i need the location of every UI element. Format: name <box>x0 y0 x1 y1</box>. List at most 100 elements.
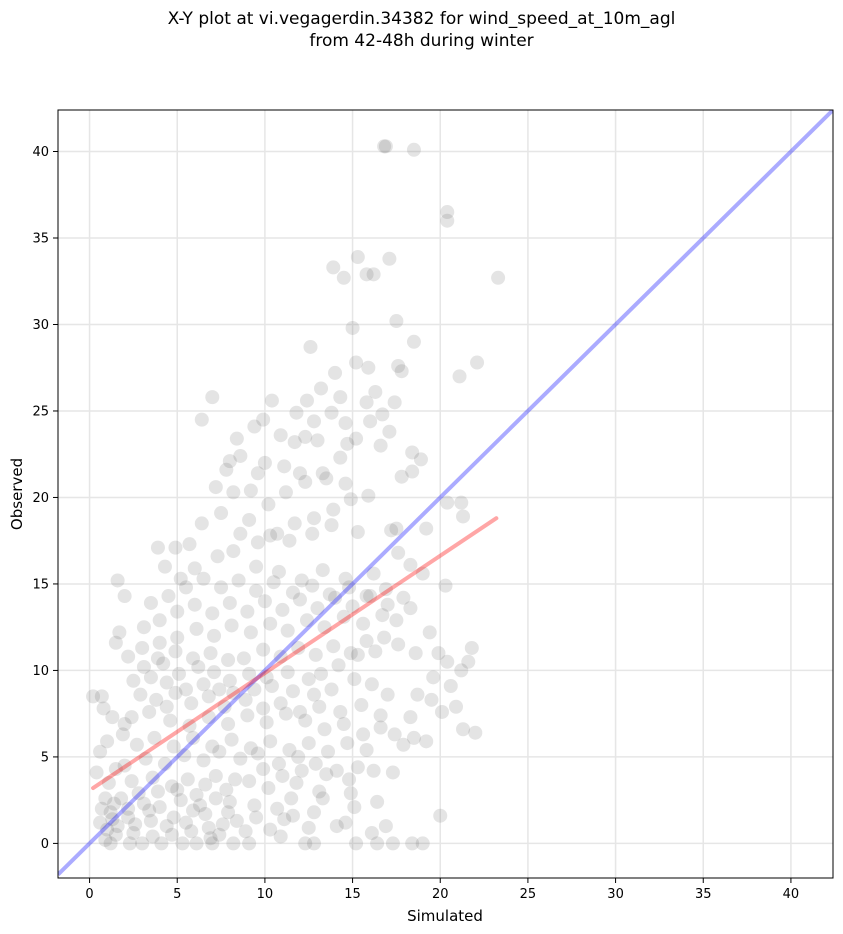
reference-lines <box>58 110 833 876</box>
regression-fit-line <box>91 516 499 791</box>
data-point <box>377 630 392 645</box>
data-point <box>256 642 271 657</box>
data-point <box>168 685 183 700</box>
data-point <box>338 815 353 830</box>
data-point <box>105 812 120 827</box>
data-point <box>306 805 321 820</box>
data-point <box>128 817 143 832</box>
y-axis-ticks: 0 5 10 15 20 25 30 35 40 <box>32 145 58 852</box>
y-tick-label: 40 <box>32 145 49 160</box>
data-point <box>340 436 355 451</box>
data-point <box>326 260 341 275</box>
data-point <box>175 836 190 851</box>
data-point <box>143 595 158 610</box>
data-point <box>207 665 222 680</box>
data-point <box>373 708 388 723</box>
data-point <box>375 407 390 422</box>
data-point <box>228 772 243 787</box>
data-point <box>308 756 323 771</box>
data-point <box>182 718 197 733</box>
data-point <box>226 544 241 559</box>
data-point <box>294 763 309 778</box>
data-point <box>415 566 430 581</box>
data-point <box>212 682 227 697</box>
data-point <box>343 646 358 661</box>
data-point <box>336 609 351 624</box>
data-point <box>333 450 348 465</box>
data-point <box>406 334 421 349</box>
data-point <box>89 765 104 780</box>
data-point <box>378 582 393 597</box>
data-point <box>222 673 237 688</box>
data-point <box>107 796 122 811</box>
data-point <box>350 250 365 265</box>
data-point <box>408 646 423 661</box>
data-point <box>257 455 272 470</box>
data-point <box>221 805 236 820</box>
data-point <box>382 424 397 439</box>
x-tick-label: 10 <box>257 887 274 902</box>
data-point <box>454 495 469 510</box>
data-point <box>196 677 211 692</box>
data-point <box>328 590 343 605</box>
data-point <box>361 360 376 375</box>
data-point <box>201 689 216 704</box>
data-point <box>264 393 279 408</box>
data-point <box>231 573 246 588</box>
chart-title: X-Y plot at vi.vegagerdin.34382 for wind… <box>0 8 843 52</box>
data-point <box>238 824 253 839</box>
data-point <box>340 736 355 751</box>
data-point <box>135 640 150 655</box>
data-point <box>359 589 374 604</box>
data-point <box>363 589 378 604</box>
data-point <box>359 395 374 410</box>
data-point <box>373 720 388 735</box>
data-point <box>133 687 148 702</box>
data-point <box>280 623 295 638</box>
data-point <box>96 701 111 716</box>
data-point <box>138 751 153 766</box>
x-axis-label: Simulated <box>407 907 483 925</box>
data-point <box>306 511 321 526</box>
data-point <box>100 734 115 749</box>
data-point <box>121 810 136 825</box>
data-point <box>422 625 437 640</box>
data-point <box>126 826 141 841</box>
data-point <box>491 270 506 285</box>
data-point <box>443 679 458 693</box>
data-point <box>250 535 265 550</box>
data-point <box>184 824 199 839</box>
data-point <box>207 628 222 643</box>
data-point <box>310 433 325 448</box>
data-point <box>405 445 420 460</box>
y-tick-label: 15 <box>32 577 49 592</box>
data-point <box>257 594 272 609</box>
data-point <box>94 801 109 816</box>
data-point <box>178 580 193 595</box>
data-point <box>294 573 309 588</box>
data-point <box>403 601 418 616</box>
data-point <box>308 647 323 662</box>
data-point <box>380 597 395 612</box>
data-point <box>382 251 397 266</box>
data-point <box>154 836 169 851</box>
data-point <box>391 359 406 373</box>
data-point <box>115 727 130 742</box>
data-point <box>212 827 227 842</box>
data-point <box>329 763 344 778</box>
data-point <box>105 710 120 725</box>
data-point <box>285 585 300 600</box>
data-point <box>287 435 302 450</box>
data-point <box>271 756 286 771</box>
y-tick-label: 25 <box>32 404 49 419</box>
data-point <box>263 822 278 837</box>
data-point <box>366 267 381 282</box>
data-point <box>224 732 239 747</box>
data-point <box>356 727 371 742</box>
data-point <box>438 578 453 593</box>
data-point <box>261 497 276 512</box>
data-point <box>273 696 288 711</box>
data-point <box>224 618 239 633</box>
data-point <box>343 492 358 507</box>
